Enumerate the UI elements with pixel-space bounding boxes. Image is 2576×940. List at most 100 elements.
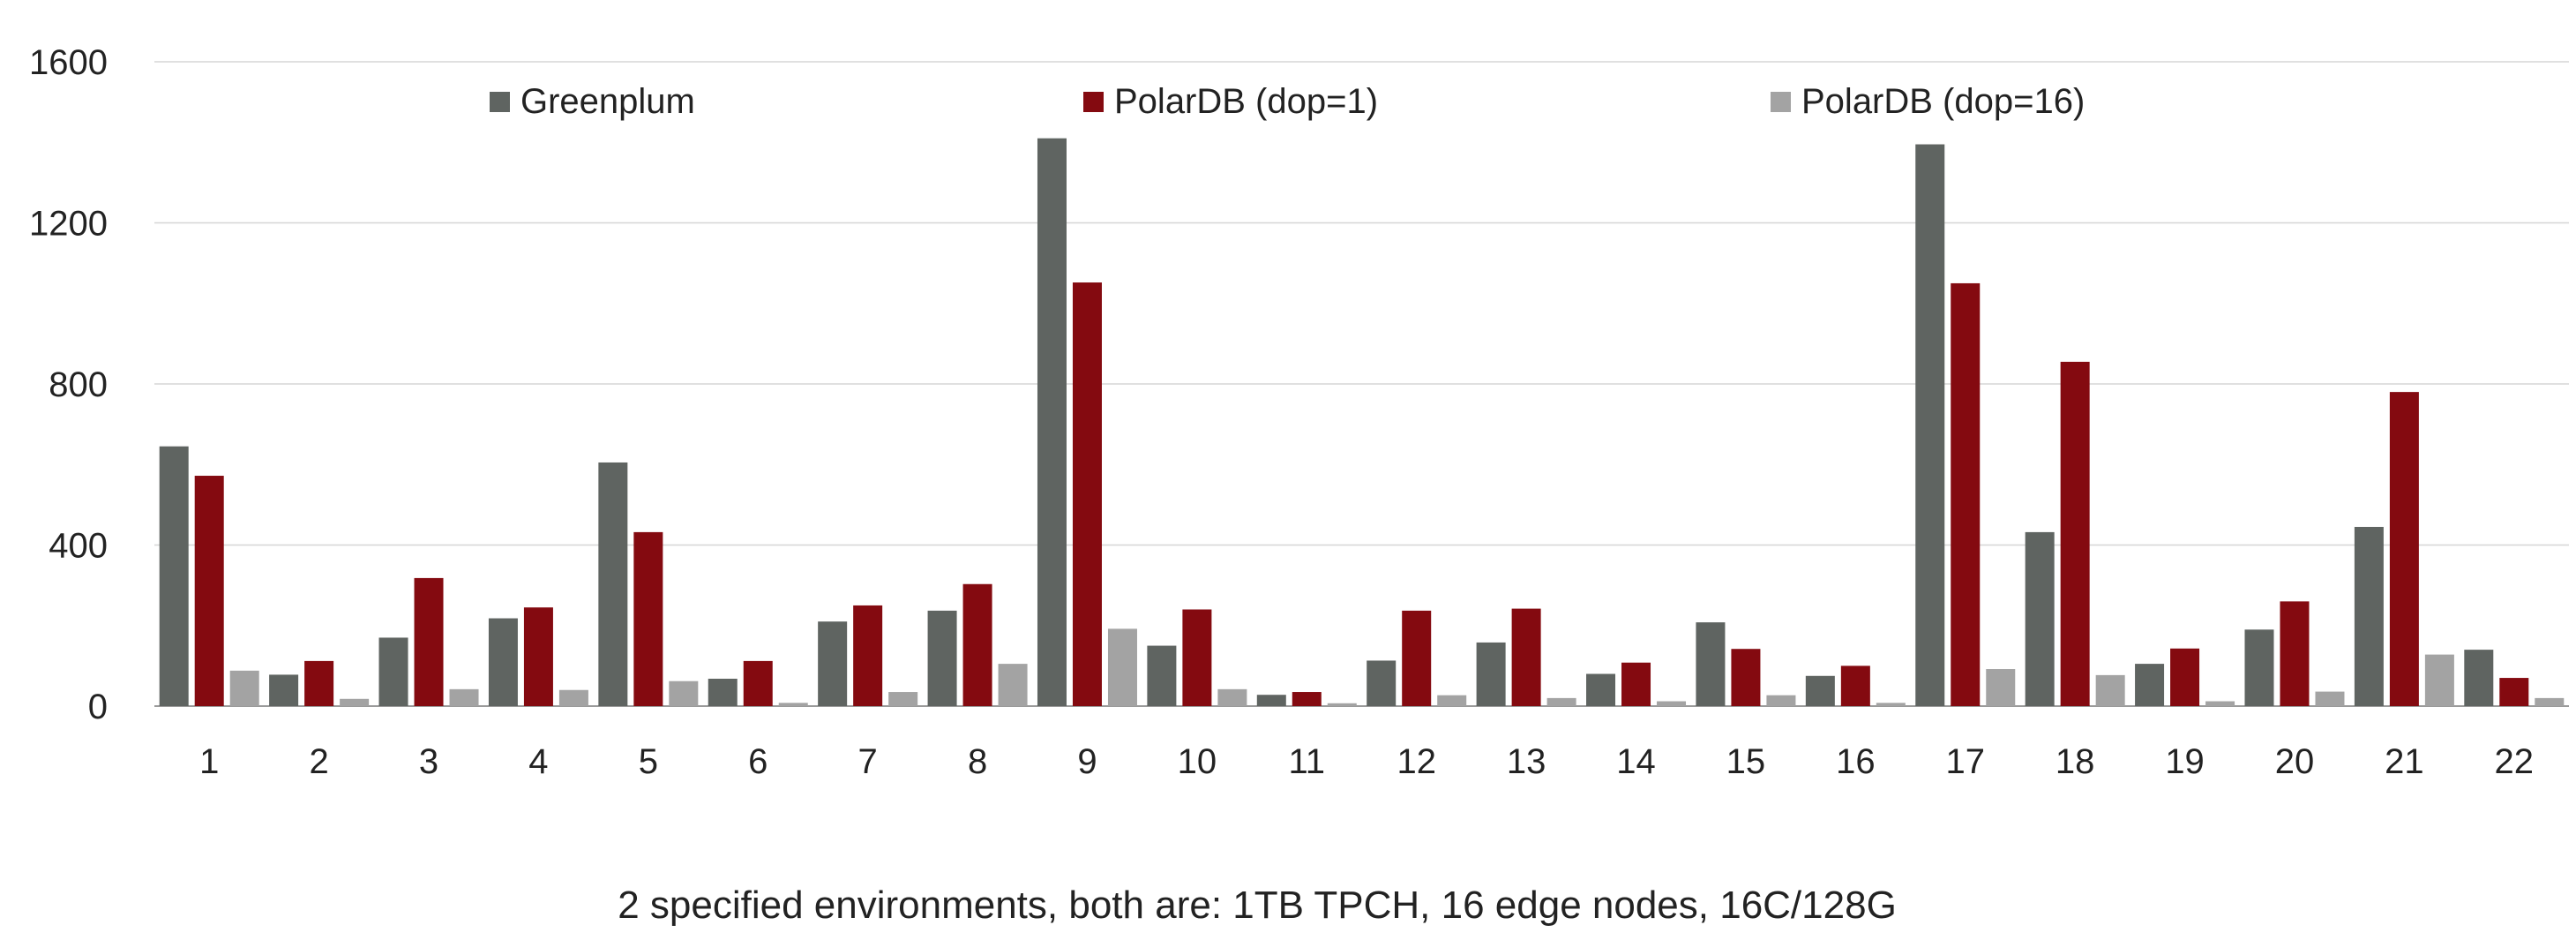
bar-greenplum-q22 <box>2464 650 2494 706</box>
bar-polardb-dop16-q11 <box>1327 703 1357 706</box>
chart-caption: 2 specified environments, both are: 1TB … <box>618 884 1897 927</box>
bar-polardb-dop1-q7 <box>853 605 883 706</box>
bar-polardb-dop16-q18 <box>2095 674 2125 706</box>
bar-greenplum-q4 <box>488 618 518 706</box>
x-tick-label: 10 <box>1178 742 1217 781</box>
bar-polardb-dop1-q21 <box>2389 392 2419 706</box>
legend-swatch <box>1771 92 1791 112</box>
legend-label: PolarDB (dop=16) <box>1801 82 2085 121</box>
bar-greenplum-q5 <box>598 462 628 706</box>
bar-polardb-dop1-q5 <box>633 531 663 706</box>
x-tick-label: 11 <box>1289 742 1326 781</box>
gridlines <box>154 61 2569 707</box>
bar-polardb-dop1-q6 <box>743 660 773 706</box>
bar-polardb-dop1-q4 <box>523 607 553 706</box>
legend-swatch <box>490 92 510 112</box>
x-tick-label: 19 <box>2165 742 2205 781</box>
x-tick-label: 12 <box>1397 742 1436 781</box>
bar-polardb-dop16-q8 <box>998 664 1028 706</box>
bar-greenplum-q7 <box>818 621 848 706</box>
bar-greenplum-q8 <box>927 610 957 706</box>
x-tick-label: 22 <box>2495 742 2535 781</box>
bar-greenplum-q21 <box>2354 526 2384 706</box>
bar-polardb-dop16-q14 <box>1657 701 1687 706</box>
bar-greenplum-q17 <box>1915 144 1945 706</box>
bar-polardb-dop16-q1 <box>229 670 259 706</box>
bar-polardb-dop16-q21 <box>2424 654 2454 706</box>
bar-polardb-dop1-q18 <box>2060 361 2090 706</box>
bar-greenplum-q12 <box>1367 660 1397 706</box>
bar-polardb-dop16-q5 <box>669 681 699 706</box>
bar-polardb-dop16-q7 <box>888 692 918 706</box>
bar-polardb-dop16-q17 <box>1986 669 2016 706</box>
x-tick-label: 3 <box>419 742 438 781</box>
bar-polardb-dop1-q8 <box>962 583 992 706</box>
bar-polardb-dop16-q19 <box>2205 701 2235 706</box>
bar-polardb-dop1-q20 <box>2280 601 2310 706</box>
bar-greenplum-q9 <box>1037 138 1067 706</box>
bar-polardb-dop16-q6 <box>778 703 808 706</box>
bar-polardb-dop1-q13 <box>1511 608 1541 706</box>
y-tick-label: 1200 <box>29 205 108 244</box>
bar-polardb-dop1-q22 <box>2499 678 2529 706</box>
bars <box>159 138 2565 706</box>
bar-polardb-dop1-q9 <box>1072 282 1102 706</box>
bar-polardb-dop16-q13 <box>1546 697 1576 706</box>
bar-polardb-dop16-q20 <box>2315 691 2345 706</box>
x-axis-ticks: 1 2 3 4 5 6 7 8 9 10 11 12 13 14 15 16 17 18 19 20 21 22 <box>199 742 2534 781</box>
bar-greenplum-q6 <box>708 678 738 706</box>
bar-greenplum-q18 <box>2025 531 2055 706</box>
bar-greenplum-q1 <box>159 446 189 706</box>
bar-greenplum-q11 <box>1256 695 1286 706</box>
legend-label: Greenplum <box>520 82 695 121</box>
bar-polardb-dop1-q16 <box>1840 666 1870 706</box>
x-tick-label: 4 <box>528 742 548 781</box>
bar-polardb-dop16-q9 <box>1107 628 1137 706</box>
bar-polardb-dop16-q10 <box>1217 688 1247 706</box>
bar-polardb-dop16-q2 <box>340 698 370 706</box>
bar-greenplum-q20 <box>2244 629 2274 706</box>
x-tick-label: 18 <box>2056 742 2095 781</box>
legend-label: PolarDB (dop=1) <box>1114 82 1378 121</box>
bar-polardb-dop16-q16 <box>1876 703 1906 706</box>
bar-greenplum-q14 <box>1586 673 1616 706</box>
x-tick-label: 1 <box>199 742 219 781</box>
x-tick-label: 6 <box>748 742 768 781</box>
bar-polardb-dop16-q15 <box>1766 695 1796 706</box>
bar-polardb-dop1-q2 <box>304 660 334 706</box>
x-tick-label: 13 <box>1507 742 1546 781</box>
y-tick-label: 1600 <box>29 43 108 82</box>
bar-polardb-dop1-q19 <box>2170 648 2200 706</box>
x-tick-label: 5 <box>639 742 658 781</box>
x-tick-label: 21 <box>2385 742 2424 781</box>
y-tick-label: 800 <box>49 365 108 404</box>
bar-greenplum-q16 <box>1805 675 1835 706</box>
y-tick-label: 400 <box>49 527 108 566</box>
x-tick-label: 20 <box>2275 742 2315 781</box>
bar-polardb-dop1-q12 <box>1402 610 1432 706</box>
x-tick-label: 15 <box>1726 742 1766 781</box>
legend: Greenplum PolarDB (dop=1) PolarDB (dop=16) <box>490 82 2085 121</box>
bar-polardb-dop1-q3 <box>414 577 444 706</box>
bar-polardb-dop1-q17 <box>1951 282 1981 706</box>
bar-polardb-dop16-q4 <box>558 689 588 706</box>
x-tick-label: 16 <box>1836 742 1876 781</box>
legend-swatch <box>1083 92 1104 112</box>
bar-polardb-dop1-q14 <box>1621 662 1651 706</box>
bar-polardb-dop1-q1 <box>194 476 224 706</box>
bar-polardb-dop1-q10 <box>1182 609 1212 706</box>
bar-greenplum-q2 <box>269 674 299 706</box>
y-axis-ticks: 0 400 800 1200 1600 <box>29 43 108 726</box>
bar-greenplum-q15 <box>1696 622 1726 706</box>
bar-polardb-dop1-q11 <box>1292 692 1322 706</box>
x-tick-label: 2 <box>309 742 328 781</box>
bar-greenplum-q10 <box>1147 645 1177 706</box>
x-tick-label: 14 <box>1616 742 1656 781</box>
bar-polardb-dop16-q12 <box>1437 695 1467 706</box>
x-tick-label: 9 <box>1077 742 1097 781</box>
y-tick-label: 0 <box>88 688 108 726</box>
bar-greenplum-q19 <box>2135 664 2165 706</box>
bar-polardb-dop1-q15 <box>1731 649 1761 706</box>
